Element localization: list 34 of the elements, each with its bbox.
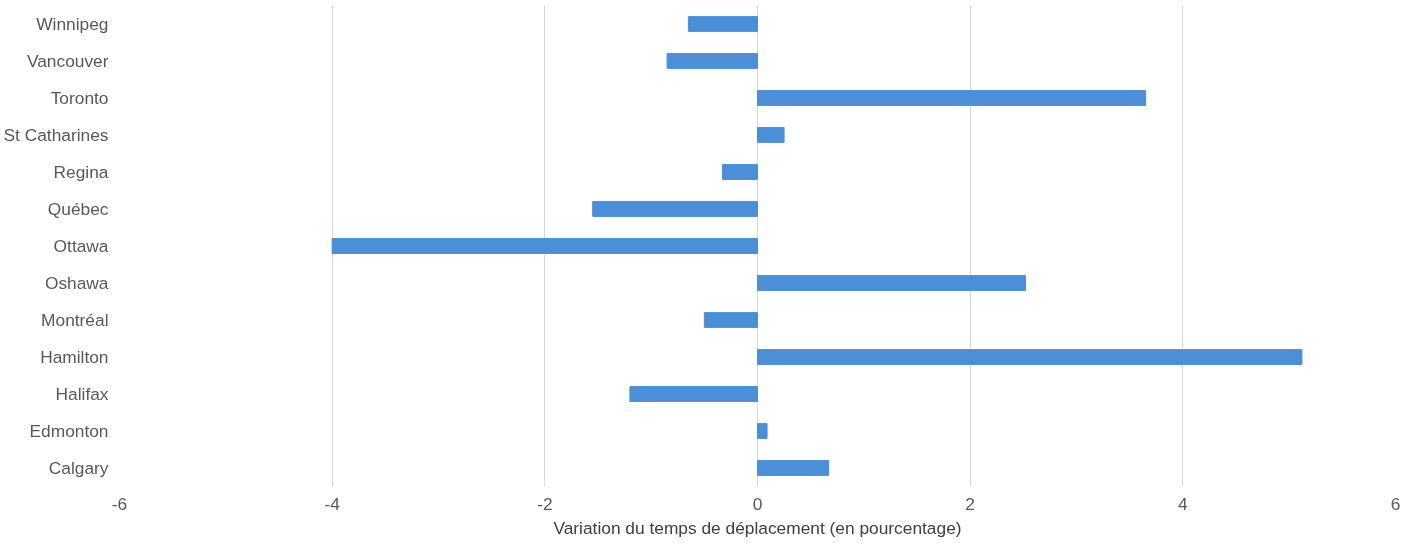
y-tick-label: Calgary [48, 458, 109, 478]
bar [757, 349, 1303, 365]
x-tick-label: 4 [1178, 493, 1189, 514]
x-axis-title: Variation du temps de déplacement (en pourcentage) [553, 517, 962, 538]
y-tick-label: Oshawa [44, 273, 109, 293]
y-tick-label: Winnipeg [36, 14, 109, 34]
bar [757, 127, 785, 143]
y-tick-label: Regina [53, 162, 109, 182]
bar [757, 460, 830, 476]
x-tick-label: 2 [965, 493, 975, 514]
bar [592, 201, 758, 217]
bar [721, 164, 758, 180]
y-tick-label: Toronto [50, 88, 109, 108]
y-tick-label: Vancouver [26, 51, 109, 71]
bar [757, 275, 1026, 291]
y-tick-label: Hamilton [40, 347, 109, 367]
x-tick-label: -6 [111, 493, 128, 514]
y-tick-label: Edmonton [29, 421, 109, 441]
x-tick-label: -2 [537, 493, 553, 514]
y-tick-label: Ottawa [53, 236, 109, 256]
bar [703, 312, 758, 328]
bar [629, 386, 758, 402]
y-tick-label: St Catharines [3, 125, 109, 145]
x-tick-label: 6 [1390, 493, 1401, 514]
bar [331, 238, 758, 254]
bar [687, 16, 758, 32]
y-tick-label: Halifax [55, 384, 109, 404]
x-tick-label: -4 [324, 493, 341, 514]
bar [757, 423, 768, 439]
y-tick-label: Montréal [41, 310, 109, 330]
y-tick-label: Québec [47, 199, 109, 219]
bar [757, 90, 1147, 106]
bar [666, 53, 758, 69]
x-tick-label: 0 [752, 493, 763, 514]
